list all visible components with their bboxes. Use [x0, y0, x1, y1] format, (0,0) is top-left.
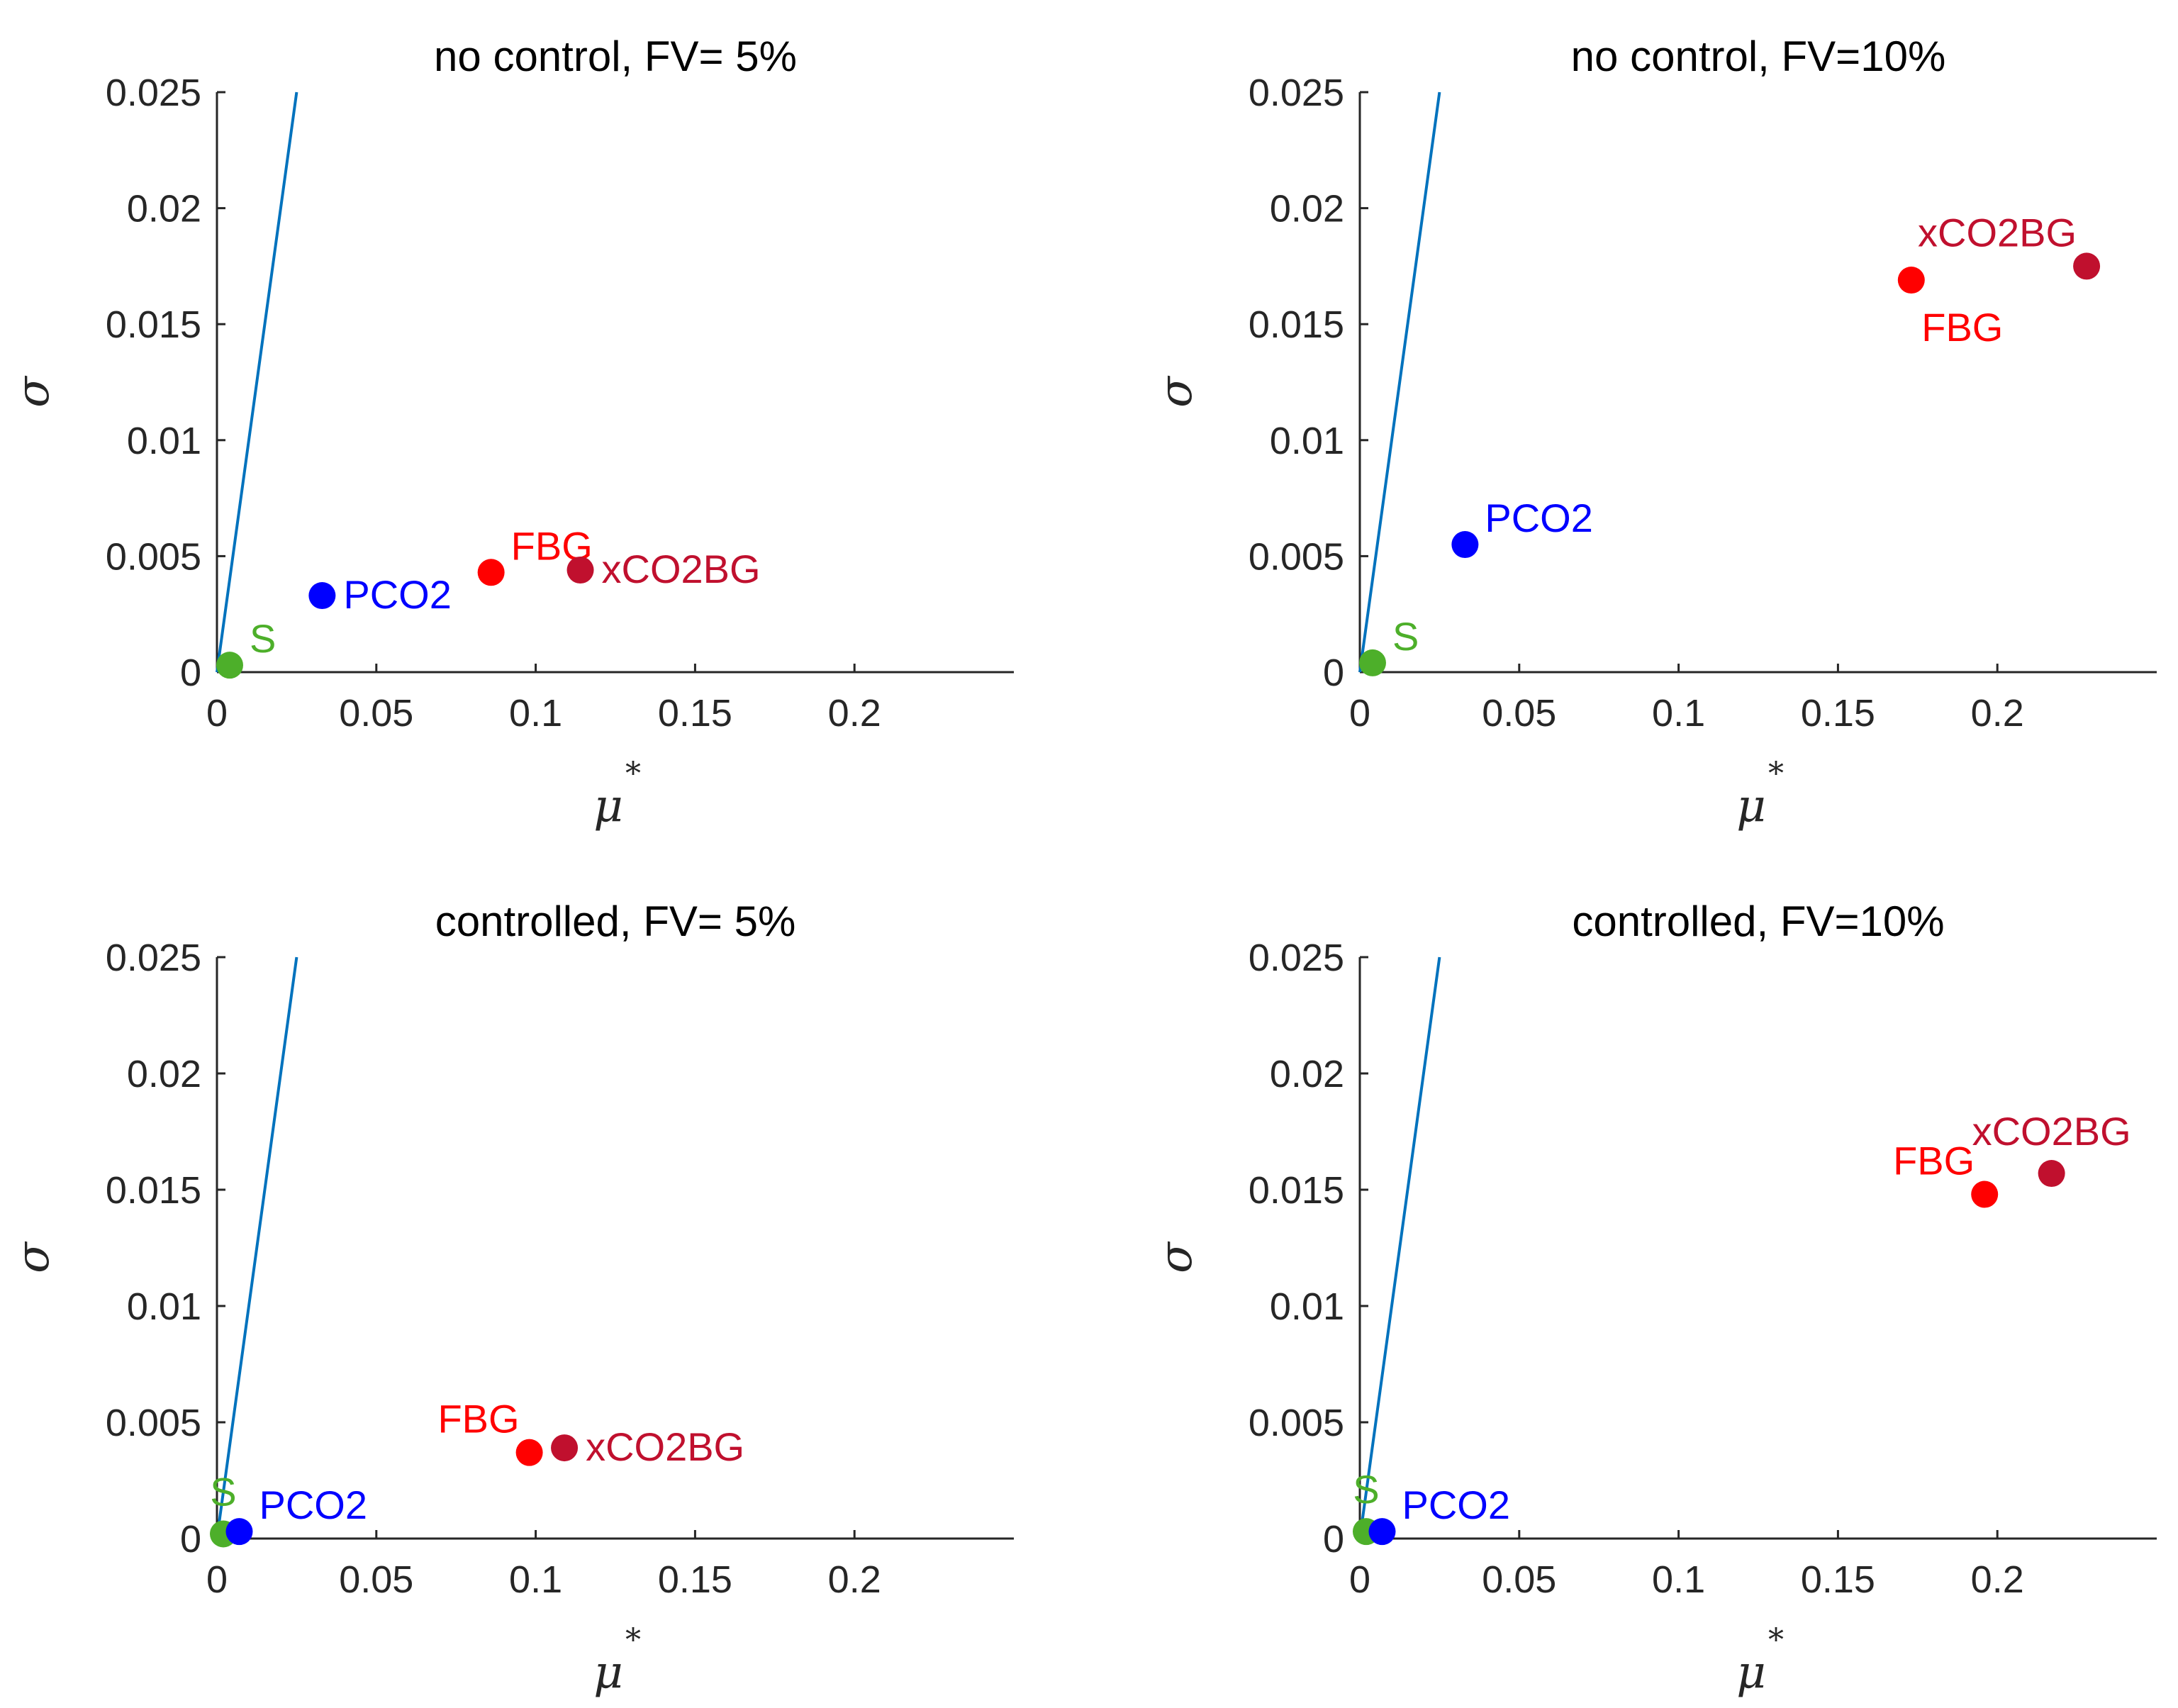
x-tick-label: 0.05: [339, 1558, 413, 1601]
point-xco2bg: [2038, 1160, 2065, 1188]
x-tick-label: 0.05: [339, 692, 413, 735]
point-xco2bg: [566, 557, 594, 584]
point-fbg: [1971, 1180, 1999, 1208]
y-tick-label: 0.01: [1270, 420, 1344, 462]
x-tick-label: 0.15: [1801, 1558, 1875, 1601]
x-axis-label-superscript: *: [1768, 756, 1784, 792]
chart-title: no control, FV= 5%: [434, 33, 797, 80]
point-label-xco2bg: xCO2BG: [1972, 1109, 2131, 1154]
x-tick-label: 0.05: [1482, 1558, 1556, 1601]
panel-no-control-fv5: 0 0.005 0.01 0.015 0.02 0.025 0 0.05 0.1 0.15 0.2 n…: [7, 33, 1014, 832]
y-tick-label: 0.025: [106, 72, 201, 114]
reference-line: [1358, 91, 1441, 673]
chart-title: no control, FV=10%: [1571, 33, 1946, 80]
point-pco2: [225, 1518, 253, 1546]
y-tick-label: 0.01: [127, 420, 201, 462]
point-pco2: [308, 582, 336, 610]
point-fbg: [1897, 267, 1925, 294]
x-tick-label: 0.15: [1801, 692, 1875, 735]
y-tick-label: 0.015: [106, 1169, 201, 1212]
point-label-s: S: [210, 1469, 236, 1514]
y-tick-label: 0: [1323, 1518, 1344, 1561]
point-fbg: [515, 1439, 543, 1466]
y-tick-label: 0.025: [1249, 72, 1344, 114]
x-tick-label: 0.1: [509, 1558, 562, 1601]
x-tick-label: 0.15: [658, 1558, 732, 1601]
reference-line: [216, 91, 298, 673]
point-label-s: S: [1392, 614, 1419, 659]
x-tick-label: 0.2: [828, 692, 881, 735]
panel-no-control-fv10: 0 0.005 0.01 0.015 0.02 0.025 0 0.05 0.1 0.15 0.2 n…: [1150, 33, 2157, 832]
point-label-xco2bg: xCO2BG: [602, 547, 761, 591]
point-label-s: S: [250, 616, 276, 661]
point-label-s: S: [1353, 1467, 1379, 1512]
point-label-fbg: FBG: [1893, 1139, 1975, 1183]
x-axis-label-superscript: *: [625, 1622, 641, 1658]
point-pco2: [1368, 1518, 1396, 1546]
point-label-xco2bg: xCO2BG: [1918, 210, 2077, 255]
y-tick-label: 0.025: [106, 937, 201, 979]
x-axis-label-superscript: *: [1768, 1622, 1784, 1658]
point-label-pco2: PCO2: [343, 572, 452, 617]
y-tick-label: 0: [1323, 652, 1344, 694]
y-axis-label: σ: [1150, 1241, 1202, 1273]
y-tick-label: 0.015: [1249, 1169, 1344, 1212]
x-tick-label: 0.1: [1652, 692, 1705, 735]
y-tick-label: 0.005: [106, 1402, 201, 1444]
point-xco2bg: [2073, 252, 2101, 280]
x-tick-label: 0.2: [1971, 1558, 2024, 1601]
point-label-pco2: PCO2: [259, 1483, 367, 1527]
point-pco2: [1451, 531, 1479, 559]
y-axis-label: σ: [1150, 375, 1202, 408]
x-tick-label: 0: [206, 1558, 228, 1601]
y-tick-label: 0.02: [1270, 1053, 1344, 1095]
reference-line: [1358, 956, 1441, 1539]
y-tick-label: 0.01: [127, 1285, 201, 1328]
point-label-pco2: PCO2: [1485, 496, 1593, 540]
x-tick-label: 0.05: [1482, 692, 1556, 735]
panel-controlled-fv5: 0 0.005 0.01 0.015 0.02 0.025 0 0.05 0.1 0.15 0.2 c…: [7, 898, 1014, 1699]
x-tick-label: 0.2: [828, 1558, 881, 1601]
point-label-xco2bg: xCO2BG: [586, 1424, 744, 1469]
point-fbg: [477, 559, 505, 586]
x-tick-label: 0.15: [658, 692, 732, 735]
x-axis-label: μ: [593, 1646, 623, 1699]
point-s: [216, 652, 243, 679]
point-xco2bg: [551, 1434, 579, 1462]
x-tick-label: 0: [206, 692, 228, 735]
x-tick-label: 0.1: [1652, 1558, 1705, 1601]
x-tick-label: 0: [1349, 692, 1370, 735]
y-tick-label: 0.005: [1249, 1402, 1344, 1444]
y-tick-label: 0: [180, 1518, 201, 1561]
point-label-fbg: FBG: [437, 1397, 519, 1441]
x-axis-label-superscript: *: [625, 756, 641, 792]
y-tick-label: 0.025: [1249, 937, 1344, 979]
y-tick-label: 0.02: [1270, 188, 1344, 230]
reference-line: [216, 956, 298, 1539]
point-label-pco2: PCO2: [1402, 1483, 1510, 1527]
y-axis-label: σ: [7, 1241, 60, 1273]
chart-title: controlled, FV= 5%: [435, 898, 796, 945]
panel-controlled-fv10: 0 0.005 0.01 0.015 0.02 0.025 0 0.05 0.1 0.15 0.2 c…: [1150, 898, 2157, 1699]
x-tick-label: 0: [1349, 1558, 1370, 1601]
y-tick-label: 0: [180, 652, 201, 694]
y-tick-label: 0.005: [106, 535, 201, 578]
x-axis-label: μ: [1736, 780, 1766, 832]
y-tick-label: 0.02: [127, 1053, 201, 1095]
point-s: [1358, 649, 1386, 676]
x-tick-label: 0.1: [509, 692, 562, 735]
y-tick-label: 0.005: [1249, 535, 1344, 578]
y-tick-label: 0.02: [127, 188, 201, 230]
y-tick-label: 0.015: [1249, 303, 1344, 346]
chart-title: controlled, FV=10%: [1572, 898, 1944, 945]
y-tick-label: 0.015: [106, 303, 201, 346]
x-axis-label: μ: [593, 780, 623, 832]
x-tick-label: 0.2: [1971, 692, 2024, 735]
x-axis-label: μ: [1736, 1646, 1766, 1699]
y-axis-label: σ: [7, 375, 60, 408]
point-label-fbg: FBG: [1921, 305, 2003, 350]
y-tick-label: 0.01: [1270, 1285, 1344, 1328]
